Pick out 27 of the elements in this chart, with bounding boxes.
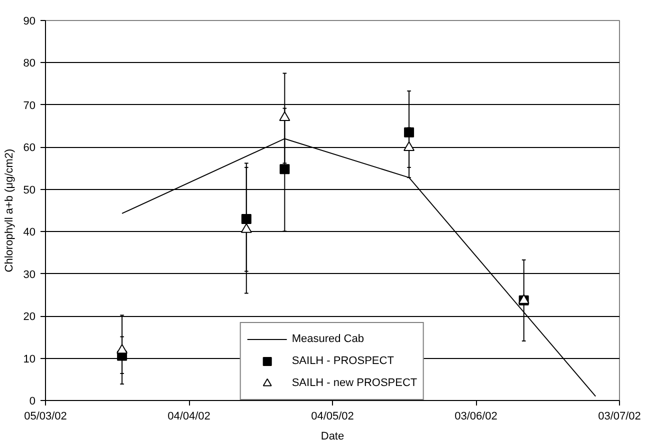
y-tick-label: 80 — [23, 58, 36, 70]
legend-label: SAILH - new PROSPECT — [292, 377, 418, 389]
x-tick-label: 03/06/02 — [454, 410, 498, 422]
x-tick-label: 03/07/02 — [598, 410, 641, 422]
y-tick-label: 50 — [23, 184, 36, 196]
legend-label: Measured Cab — [292, 333, 364, 345]
legend-label: SAILH - PROSPECT — [292, 355, 394, 367]
y-tick-label: 70 — [23, 100, 36, 112]
point — [240, 223, 252, 233]
x-axis-title: Date — [320, 430, 344, 442]
point — [116, 344, 128, 354]
point — [404, 141, 415, 151]
y-tick-label: 60 — [23, 142, 36, 154]
y-tick-label: 40 — [23, 226, 36, 239]
x-tick-label: 05/03/02 — [24, 410, 67, 422]
y-tick-label: 30 — [23, 268, 36, 281]
point — [404, 127, 414, 138]
x-tick-label: 04/04/02 — [168, 410, 210, 422]
y-tick-label: 90 — [23, 16, 36, 28]
x-tick-label: 04/05/02 — [311, 410, 354, 422]
point — [280, 164, 290, 174]
y-tick-label: 10 — [23, 353, 36, 366]
y-axis-title: Chlorophyll a+b (μg/cm2) — [3, 148, 16, 272]
y-tick-label: 0 — [29, 396, 36, 408]
point — [279, 111, 290, 121]
point — [241, 214, 252, 224]
y-tick-label: 20 — [23, 311, 36, 324]
